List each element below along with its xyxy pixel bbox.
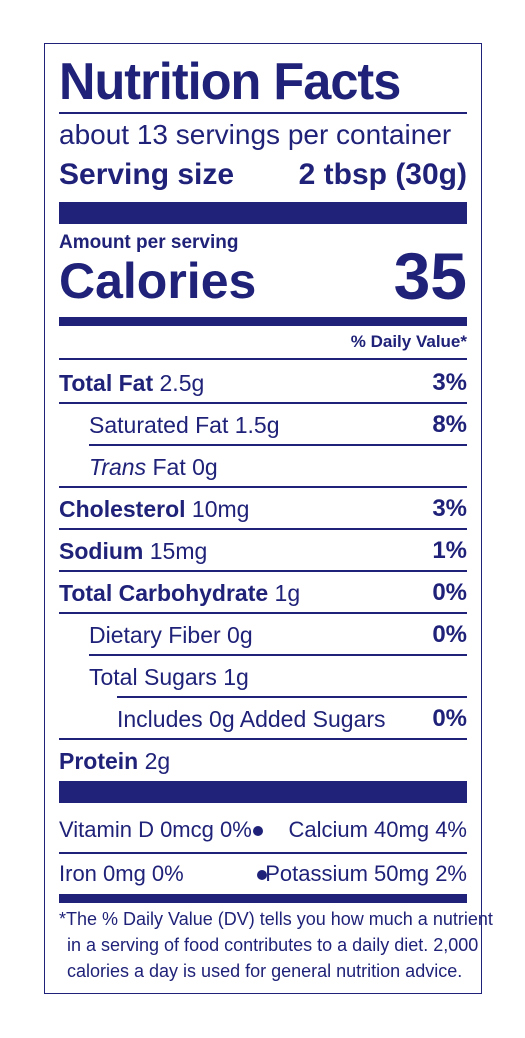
nutrient-name: Total Sugars xyxy=(89,664,217,690)
nutrient-dv: 1% xyxy=(432,537,467,564)
medium-divider xyxy=(59,317,467,326)
nutrient-dv: 8% xyxy=(432,411,467,438)
footnote-line-3: calories a day is used for general nutri… xyxy=(67,961,463,981)
bullet-dot-icon xyxy=(257,870,267,880)
nutrient-dv: 0% xyxy=(432,621,467,648)
nutrient-amount: 0g xyxy=(227,622,253,648)
row-divider xyxy=(59,612,467,614)
calories-label: Calories xyxy=(59,253,257,309)
nutrient-amount: 15mg xyxy=(149,538,208,564)
nutrient-amount: 10mg xyxy=(191,496,250,522)
thick-divider-bottom xyxy=(59,781,467,803)
nutrient-row-trans-fat: Trans Fat 0g xyxy=(59,446,467,488)
nutrient-dv: 0% xyxy=(432,705,467,732)
label-title: Nutrition Facts xyxy=(59,53,401,111)
nutrient-name: Protein xyxy=(59,748,139,774)
servings-per-container: about 13 servings per container xyxy=(59,119,452,150)
nutrient-amount: 1g xyxy=(223,664,249,690)
nutrient-name: Total Carbohydrate xyxy=(59,580,269,606)
nutrient-name: Cholesterol xyxy=(59,496,186,522)
daily-value-header: % Daily Value* xyxy=(350,332,467,351)
amount-per-serving: Amount per serving xyxy=(59,232,239,253)
vitamin-divider xyxy=(59,852,467,854)
calories-value: 35 xyxy=(393,239,467,313)
nutrient-name: Total Fat xyxy=(59,370,154,396)
serving-size-value: 2 tbsp (30g) xyxy=(298,158,467,191)
nutrient-name: Fat xyxy=(152,454,186,480)
nutrition-facts-label: Nutrition Facts about 13 servings per co… xyxy=(44,43,493,994)
nutrient-name: Sodium xyxy=(59,538,144,564)
vitamin-row-2: Iron 0mg 0% Potassium 50mg 2% xyxy=(59,858,467,890)
vitamin-right: Calcium 40mg 4% xyxy=(288,817,467,842)
thick-divider-top xyxy=(59,202,467,224)
nutrient-row-saturated-fat: Saturated Fat 1.5g 8% xyxy=(59,404,467,446)
vitamin-row-1: Vitamin D 0mcg 0% Calcium 40mg 4% xyxy=(59,814,467,846)
nutrient-row-cholesterol: Cholesterol 10mg 3% xyxy=(59,488,467,530)
nutrient-name: Dietary Fiber xyxy=(89,622,221,648)
nutrient-name: Saturated Fat xyxy=(89,412,229,438)
footnote-line-2: in a serving of food contributes to a da… xyxy=(67,935,479,955)
nutrient-amount: 1.5g xyxy=(234,412,280,438)
nutrient-amount: 1g xyxy=(274,580,301,606)
vitamin-right: Potassium 50mg 2% xyxy=(265,861,467,886)
nutrient-row-total-sugars: Total Sugars 1g xyxy=(59,656,467,698)
nutrient-name-italic: Trans xyxy=(89,454,147,480)
nutrient-dv: 0% xyxy=(432,579,467,606)
row-divider xyxy=(59,486,467,488)
footnote-divider xyxy=(59,894,467,903)
nutrient-row-dietary-fiber: Dietary Fiber 0g 0% xyxy=(59,614,467,656)
row-divider xyxy=(59,570,467,572)
bullet-dot-icon xyxy=(253,826,263,836)
row-divider xyxy=(59,738,467,740)
row-divider xyxy=(117,696,467,698)
nutrient-amount: 0g xyxy=(192,454,218,480)
nutrient-row-sodium: Sodium 15mg 1% xyxy=(59,530,467,572)
nutrient-dv: 3% xyxy=(432,369,467,396)
nutrient-name: Includes 0g Added Sugars xyxy=(117,706,386,732)
dv-divider xyxy=(59,358,467,360)
vitamin-left: Vitamin D 0mcg 0% xyxy=(59,817,252,842)
row-divider xyxy=(59,528,467,530)
nutrient-row-added-sugars: Includes 0g Added Sugars 0% xyxy=(59,698,467,740)
nutrient-dv: 3% xyxy=(432,495,467,522)
nutrient-amount: 2g xyxy=(144,748,171,774)
footnote-line-1: *The % Daily Value (DV) tells you how mu… xyxy=(59,909,493,929)
title-divider xyxy=(59,112,467,114)
nutrient-row-protein: Protein 2g xyxy=(59,740,467,782)
footnote: *The % Daily Value (DV) tells you how mu… xyxy=(59,906,493,984)
nutrient-row-total-carbohydrate: Total Carbohydrate 1g 0% xyxy=(59,572,467,614)
row-divider xyxy=(89,654,467,656)
serving-size-label: Serving size xyxy=(59,158,235,191)
row-divider xyxy=(89,444,467,446)
nutrient-row-total-fat: Total Fat 2.5g 3% xyxy=(59,362,467,404)
vitamin-left: Iron 0mg 0% xyxy=(59,861,184,886)
row-divider xyxy=(59,402,467,404)
nutrient-amount: 2.5g xyxy=(159,370,205,396)
serving-size: Serving size 2 tbsp (30g) xyxy=(59,158,467,192)
